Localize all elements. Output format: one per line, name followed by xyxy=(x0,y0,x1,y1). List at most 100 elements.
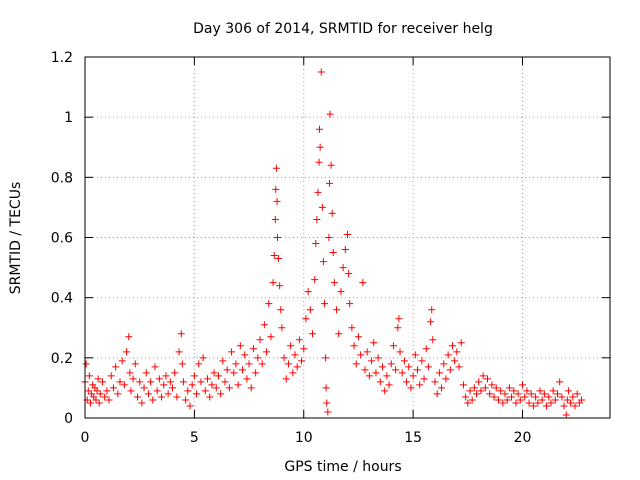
data-point xyxy=(277,306,285,314)
data-point xyxy=(411,351,419,359)
data-point xyxy=(376,378,384,386)
data-point xyxy=(210,369,218,377)
data-point xyxy=(254,354,262,362)
data-point xyxy=(94,375,102,383)
data-point xyxy=(173,393,181,401)
data-point xyxy=(368,357,376,365)
data-point xyxy=(147,378,155,386)
data-point xyxy=(284,360,292,368)
data-point xyxy=(164,390,172,398)
data-point xyxy=(326,179,334,187)
data-point xyxy=(438,384,446,392)
data-point xyxy=(429,336,437,344)
data-point xyxy=(379,363,386,371)
data-point xyxy=(532,393,540,401)
data-point xyxy=(494,396,502,404)
data-point xyxy=(204,375,211,383)
y-tick-label: 0.4 xyxy=(51,291,73,307)
data-point xyxy=(273,197,281,205)
data-point xyxy=(569,393,577,401)
data-point xyxy=(346,300,354,308)
data-point xyxy=(519,381,526,389)
data-point xyxy=(422,345,430,353)
data-point xyxy=(322,354,330,362)
data-point xyxy=(514,390,522,398)
data-point xyxy=(289,369,297,377)
data-point xyxy=(252,369,260,377)
data-point xyxy=(219,357,227,365)
data-point xyxy=(293,363,301,371)
data-point xyxy=(409,372,417,380)
data-point xyxy=(357,351,365,359)
x-tick-label: 15 xyxy=(404,430,422,446)
data-point xyxy=(282,375,290,383)
data-point xyxy=(234,381,242,389)
data-point xyxy=(312,240,320,248)
data-point xyxy=(484,375,491,383)
data-point xyxy=(223,366,231,374)
data-point xyxy=(549,387,557,395)
data-point xyxy=(466,387,474,395)
data-point xyxy=(188,381,196,389)
data-point xyxy=(329,249,337,257)
data-point xyxy=(272,185,280,193)
data-point xyxy=(459,381,467,389)
data-point xyxy=(389,342,397,350)
data-point xyxy=(247,384,255,392)
data-point xyxy=(563,396,571,404)
data-point xyxy=(418,357,426,365)
data-point xyxy=(451,357,459,365)
data-point xyxy=(265,300,273,308)
data-point xyxy=(387,360,395,368)
data-point xyxy=(433,390,441,398)
data-point xyxy=(82,360,90,368)
data-point xyxy=(249,345,257,353)
data-point xyxy=(534,399,542,407)
data-point xyxy=(179,378,187,386)
data-point xyxy=(258,360,266,368)
data-point xyxy=(363,348,371,356)
data-point xyxy=(540,390,548,398)
data-points xyxy=(81,68,586,419)
y-tick-label: 1.2 xyxy=(51,50,73,66)
data-point xyxy=(420,375,428,383)
data-point xyxy=(538,396,546,404)
data-point xyxy=(300,345,308,353)
data-point xyxy=(551,396,559,404)
data-point xyxy=(345,270,353,278)
data-point xyxy=(270,252,278,260)
data-point xyxy=(464,399,472,407)
data-point xyxy=(260,321,268,329)
data-point xyxy=(545,393,553,401)
data-point xyxy=(431,378,439,386)
data-point xyxy=(341,246,349,254)
data-point xyxy=(449,342,456,350)
data-point xyxy=(424,363,432,371)
data-point xyxy=(280,354,288,362)
data-point xyxy=(400,357,408,365)
data-point xyxy=(339,264,347,272)
data-point xyxy=(313,215,321,223)
data-point xyxy=(182,396,190,404)
data-point xyxy=(123,348,131,356)
data-point xyxy=(490,393,498,401)
data-point xyxy=(230,369,238,377)
data-point xyxy=(99,378,106,386)
data-point xyxy=(455,363,463,371)
data-point xyxy=(302,315,310,323)
axis-ticks: 0 5 10 15 20 0 0.2 0.4 0.6 0.8 1 1.2 xyxy=(51,50,610,446)
data-point xyxy=(435,369,443,377)
data-point xyxy=(499,399,507,407)
data-point xyxy=(335,330,343,338)
data-point xyxy=(525,399,533,407)
data-point xyxy=(497,387,505,395)
y-tick-label: 0 xyxy=(64,411,73,427)
data-point xyxy=(558,393,566,401)
data-point xyxy=(120,381,128,389)
data-point xyxy=(510,387,518,395)
data-point xyxy=(171,369,179,377)
data-point xyxy=(564,387,572,395)
data-point xyxy=(109,384,117,392)
data-point xyxy=(239,366,246,374)
